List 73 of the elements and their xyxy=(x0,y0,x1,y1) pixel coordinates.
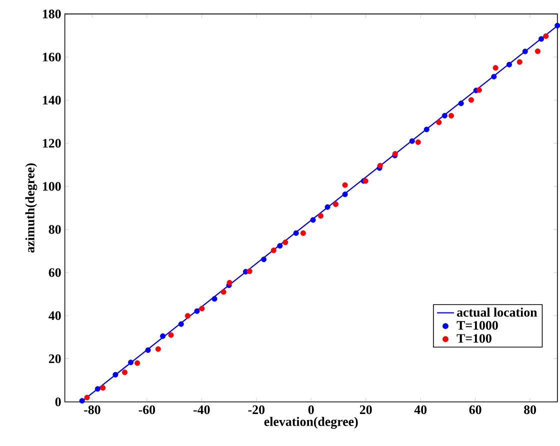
x-tick-label: -80 xyxy=(84,406,100,414)
point xyxy=(332,202,339,208)
point xyxy=(145,347,151,354)
point xyxy=(293,230,299,236)
point xyxy=(277,243,283,249)
point xyxy=(212,296,218,302)
point xyxy=(270,248,276,254)
y-tick-label: 120 xyxy=(42,139,61,148)
point xyxy=(178,321,184,327)
y-tick-label: 140 xyxy=(42,96,61,105)
x-tick-label: 60 xyxy=(469,406,482,414)
x-tick-label: 40 xyxy=(414,406,427,414)
x-tick-label: -40 xyxy=(194,406,210,414)
point xyxy=(458,100,464,106)
point xyxy=(342,192,348,198)
point xyxy=(543,34,549,40)
y-tick-label: 180 xyxy=(42,10,61,18)
point xyxy=(168,332,174,338)
x-tick-label: 0 xyxy=(308,406,314,414)
y-tick-label: 40 xyxy=(48,311,61,320)
x-tick-label: -60 xyxy=(138,406,156,414)
point xyxy=(79,398,85,404)
y-axis-title: azimuth(degree) xyxy=(25,164,38,253)
y-tick-label: 100 xyxy=(42,182,61,191)
point xyxy=(199,306,205,312)
point xyxy=(318,213,324,219)
x-tick-label: 80 xyxy=(524,406,536,414)
point xyxy=(122,370,128,376)
y-tick-label: 0 xyxy=(55,398,61,406)
point xyxy=(522,48,528,54)
y-tick-label: 160 xyxy=(42,52,61,62)
point xyxy=(476,87,482,93)
point xyxy=(492,65,498,71)
point xyxy=(134,360,140,366)
point xyxy=(324,204,330,210)
point xyxy=(94,386,100,392)
point xyxy=(246,268,252,274)
point xyxy=(424,126,430,132)
point xyxy=(516,59,522,65)
point xyxy=(491,74,497,80)
point xyxy=(468,97,474,103)
legend-label: T=100 xyxy=(456,334,492,343)
point xyxy=(534,48,540,54)
point xyxy=(160,333,166,340)
point xyxy=(448,113,454,119)
point xyxy=(112,372,118,378)
point xyxy=(84,394,90,400)
point xyxy=(300,230,306,236)
point xyxy=(260,256,267,262)
point xyxy=(155,346,161,352)
point xyxy=(282,240,288,246)
legend-label: actual location xyxy=(456,308,538,317)
point xyxy=(442,113,448,119)
y-tick-label: 60 xyxy=(48,268,61,278)
x-axis-title: elevation(degree) xyxy=(264,417,358,429)
point xyxy=(436,120,442,126)
point xyxy=(226,280,232,286)
point xyxy=(194,308,200,314)
point xyxy=(538,36,544,42)
point xyxy=(184,313,190,319)
point xyxy=(220,289,226,295)
point xyxy=(100,385,106,391)
x-tick-label: 20 xyxy=(360,406,372,414)
point xyxy=(409,138,415,144)
y-tick-label: 80 xyxy=(48,225,61,234)
y-tick-label: 20 xyxy=(48,354,61,364)
point xyxy=(506,62,512,68)
point xyxy=(310,217,316,223)
legend-label: T=1000 xyxy=(456,321,498,330)
point xyxy=(415,140,421,146)
point xyxy=(128,360,134,366)
point xyxy=(342,182,348,188)
x-tick-label: -20 xyxy=(248,406,265,414)
